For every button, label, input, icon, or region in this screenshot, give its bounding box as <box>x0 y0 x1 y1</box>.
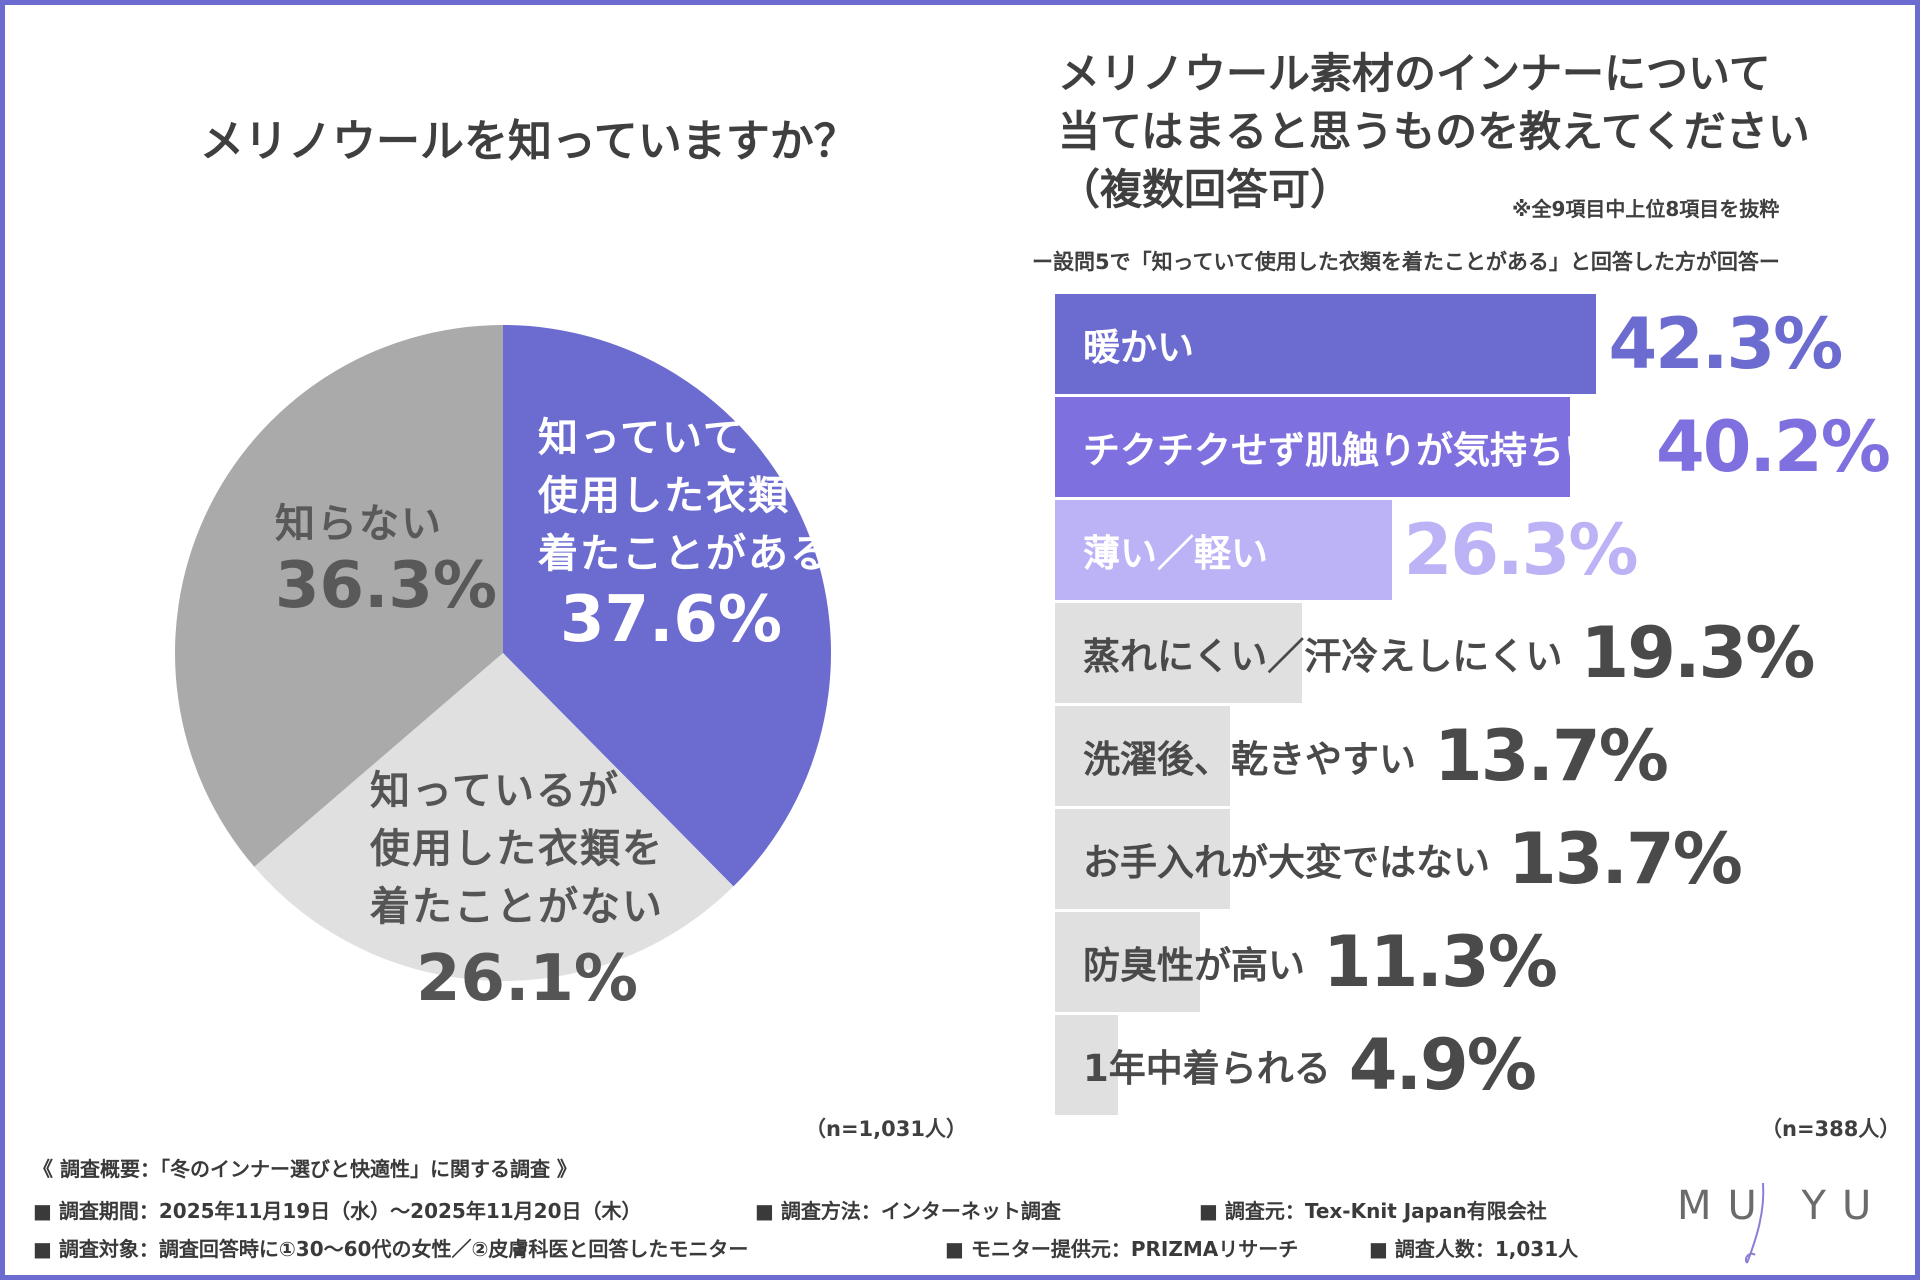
pie-slice-known-not-used <box>254 653 734 981</box>
bar-category-label: お手入れが大変ではない <box>1083 841 1490 884</box>
footer-count: ■ 調査人数：1,031人 <box>1369 1237 1579 1261</box>
bar <box>1055 500 1392 600</box>
bar <box>1055 912 1200 1012</box>
bar-row: 防臭性が高い 11.3% <box>1055 912 1875 1012</box>
bar-title-line: （複数回答可） <box>1058 165 1353 214</box>
bar-chart-title: メリノウール素材のインナーについて 当てはまると思うものを教えてください （複数… <box>1058 45 1810 219</box>
bar-title-line: メリノウール素材のインナーについて <box>1058 49 1771 98</box>
bar-label-group: チクチクせず肌触りが気持ちいい 40.2% <box>1083 397 1891 497</box>
bar-row: 洗濯後、乾きやすい 13.7% <box>1055 706 1875 806</box>
pie-label-line: 使用した衣類を <box>538 473 832 519</box>
pie-slice-known-used <box>503 325 831 887</box>
footer-provider: ■ モニター提供元：PRIZMAリサーチ <box>945 1237 1299 1261</box>
pie-sample-size: （n=1,031人） <box>805 1117 967 1141</box>
company-logo: MU YU <box>1677 1183 1888 1229</box>
bar <box>1055 294 1597 394</box>
bar-row: お手入れが大変ではない 13.7% <box>1055 809 1875 909</box>
bar-label-group: 薄い／軽い 26.3% <box>1083 500 1639 600</box>
bar-label-group: 防臭性が高い 11.3% <box>1083 912 1558 1012</box>
pie-value-unknown: 36.3% <box>275 549 498 623</box>
bar-sample-size: （n=388人） <box>1761 1117 1901 1141</box>
pie-label-line: 知っていて <box>538 415 745 461</box>
bar-value-label: 13.7% <box>1508 818 1743 900</box>
bar <box>1055 809 1231 909</box>
pie-value-known-not-used: 26.1% <box>416 942 639 1016</box>
bar-value-label: 19.3% <box>1580 612 1816 694</box>
footer-heading: 《 調査概要：「冬のインナー選びと快適性」に関する調査 》 <box>33 1157 577 1181</box>
bar <box>1055 1015 1118 1115</box>
bar-row: 暖かい 42.3% <box>1055 294 1875 394</box>
pie-value-known-used: 37.6% <box>560 583 783 657</box>
bar-row: 薄い／軽い 26.3% <box>1055 500 1875 600</box>
bar <box>1055 706 1231 806</box>
pie-chart <box>175 325 831 981</box>
bar-chart-subtitle: ー設問5で「知っていて使用した衣類を着たことがある」と回答した方が回答ー <box>1032 250 1780 274</box>
bar-category-label: 蒸れにくい／汗冷えしにくい <box>1083 635 1563 678</box>
bar-value-label: 13.7% <box>1434 715 1669 797</box>
pie-label-known-used: 知っていて 使用した衣類を 着たことがある 37.6% <box>538 409 832 657</box>
bar <box>1055 603 1303 703</box>
bar-row: 1年中着られる 4.9% <box>1055 1015 1875 1115</box>
footer-method: ■ 調査方法：インターネット調査 <box>755 1199 1061 1223</box>
bar-value-label: 11.3% <box>1323 921 1558 1003</box>
bar-row: 蒸れにくい／汗冷えしにくい 19.3% <box>1055 603 1875 703</box>
bar-category-label: チクチクせず肌触りが気持ちいい <box>1083 429 1638 472</box>
pie-chart-title: メリノウールを知っていますか？ <box>200 116 858 167</box>
bar-category-label: 1年中着られる <box>1083 1047 1331 1090</box>
footer-period: ■ 調査期間：2025年11月19日（水）～2025年11月20日（木） <box>33 1199 642 1223</box>
pie-slice-unknown <box>175 325 503 867</box>
bar-label-group: 蒸れにくい／汗冷えしにくい 19.3% <box>1083 603 1816 703</box>
pie-label-line: 知っているが <box>370 768 620 814</box>
bar-label-group: 1年中着られる 4.9% <box>1083 1015 1537 1115</box>
bar-value-label: 4.9% <box>1348 1024 1537 1106</box>
bar-value-label: 42.3% <box>1608 303 1843 385</box>
bar-chart-note: ※全9項目中上位8項目を抜粋 <box>1512 197 1780 221</box>
footer-target: ■ 調査対象：調査回答時に①30～60代の女性／②皮膚科医と回答したモニター <box>33 1237 749 1261</box>
bar-row: チクチクせず肌触りが気持ちいい 40.2% <box>1055 397 1891 497</box>
bar-label-group: お手入れが大変ではない 13.7% <box>1083 809 1743 909</box>
bar-category-label: 洗濯後、乾きやすい <box>1083 738 1416 781</box>
bar-label-group: 洗濯後、乾きやすい 13.7% <box>1083 706 1669 806</box>
bar-title-line: 当てはまると思うものを教えてください <box>1058 107 1810 156</box>
footer-source: ■ 調査元：Tex-Knit Japan有限会社 <box>1199 1199 1547 1223</box>
pie-label-line: 着たことがない <box>370 884 664 930</box>
pie-label-line: 使用した衣類を <box>370 826 664 872</box>
bar-category-label: 暖かい <box>1083 326 1194 369</box>
bar-category-label: 薄い／軽い <box>1083 532 1268 575</box>
logo-swash-icon <box>1745 1182 1765 1264</box>
pie-label-line: 知らない <box>275 501 443 547</box>
pie-label-unknown: 知らない 36.3% <box>275 495 498 623</box>
pie-label-line: 着たことがある <box>538 531 832 577</box>
bar-value-label: 40.2% <box>1656 406 1891 488</box>
bar-label-group: 暖かい 42.3% <box>1083 294 1843 394</box>
bar <box>1055 397 1570 497</box>
bar-value-label: 26.3% <box>1403 509 1639 591</box>
pie-label-known-not-used: 知っているが 使用した衣類を 着たことがない 26.1% <box>370 762 664 1016</box>
bar-category-label: 防臭性が高い <box>1083 944 1305 987</box>
